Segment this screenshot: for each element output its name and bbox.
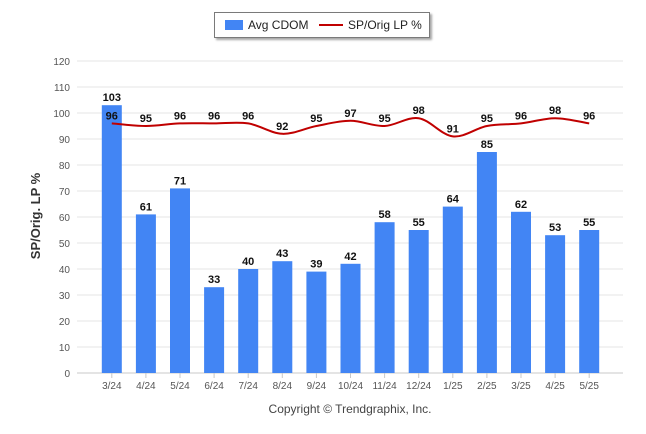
bar-data-label: 61 [140,201,152,213]
bar [238,269,259,373]
bar-data-label: 58 [378,209,390,221]
bar-data-label: 55 [413,217,425,229]
line-data-label: 95 [310,113,322,125]
y-tick-label: 60 [59,213,71,224]
legend-swatch-bar [225,20,243,30]
line-data-label: 98 [413,105,425,117]
y-tick-label: 120 [53,57,70,68]
x-tick-label: 11/24 [372,381,397,392]
line-data-label: 96 [174,110,186,122]
bar-data-label: 103 [103,92,121,104]
bar [101,105,122,373]
legend-label-line: SP/Orig LP % [348,18,422,32]
y-axis-title: SP/Orig. LP % [28,172,43,259]
y-tick-label: 20 [59,317,71,328]
x-tick-label: 10/24 [338,381,363,392]
line-data-label: 95 [378,113,390,125]
y-tick-label: 50 [59,239,71,250]
bar [579,230,600,373]
x-tick-label: 4/25 [545,381,565,392]
legend-item-bar[interactable]: Avg CDOM [225,18,308,32]
line-data-label: 95 [140,113,152,125]
x-tick-label: 12/24 [406,381,431,392]
line-data-label: 92 [276,121,288,133]
bar [511,211,531,373]
bar [476,152,497,373]
bar-data-label: 64 [447,194,460,206]
y-tick-label: 10 [59,343,71,354]
bar-data-label: 85 [481,139,493,151]
y-tick-label: 90 [59,135,71,146]
y-tick-label: 70 [59,187,71,198]
line-data-label: 96 [242,110,254,122]
line-data-label: 91 [447,123,459,135]
bar-data-label: 71 [174,175,186,187]
x-tick-label: 2/25 [477,381,497,392]
line-data-label: 96 [515,110,527,122]
y-tick-label: 40 [59,265,71,276]
y-tick-label: 0 [64,369,70,380]
x-tick-label: 3/25 [511,381,531,392]
y-tick-label: 100 [53,109,70,120]
bar [272,261,293,373]
bar [545,235,566,373]
bar [135,214,156,373]
x-tick-label: 5/25 [579,381,599,392]
legend-swatch-line [319,24,343,26]
y-tick-label: 110 [54,83,70,94]
bar [306,271,327,373]
x-tick-label: 3/24 [102,381,122,392]
line-data-label: 95 [481,113,493,125]
x-tick-label: 5/24 [170,381,190,392]
bar-data-label: 40 [242,256,254,268]
bar [374,222,395,373]
line-data-label: 98 [549,105,561,117]
bar-data-label: 33 [208,274,220,286]
bar-data-label: 53 [549,222,561,234]
x-tick-label: 6/24 [204,381,224,392]
x-tick-label: 7/24 [238,381,258,392]
legend: Avg CDOM SP/Orig LP % [214,12,430,38]
bar [340,263,361,373]
line-data-label: 96 [583,110,595,122]
y-tick-label: 30 [59,291,71,302]
bar-data-label: 55 [583,217,595,229]
legend-item-line[interactable]: SP/Orig LP % [319,18,422,32]
bar-data-label: 42 [344,251,356,263]
bar [408,230,429,373]
line-data-label: 97 [344,108,356,120]
bar-data-label: 43 [276,248,288,260]
bar-data-label: 62 [515,199,527,211]
legend-label-bar: Avg CDOM [248,18,309,32]
sp-orig-lp-line [111,117,590,138]
line-data-label: 96 [208,110,220,122]
line-data-label: 96 [106,110,118,122]
bar [442,206,463,373]
x-tick-label: 9/24 [307,381,327,392]
copyright-footer: Copyright © Trendgraphix, Inc. [268,402,432,416]
x-tick-label: 4/24 [136,381,156,392]
x-tick-label: 1/25 [443,381,463,392]
x-tick-label: 8/24 [273,381,293,392]
y-tick-label: 80 [59,161,71,172]
bar [204,287,225,373]
bar-data-label: 39 [310,259,322,271]
bar [170,188,190,373]
